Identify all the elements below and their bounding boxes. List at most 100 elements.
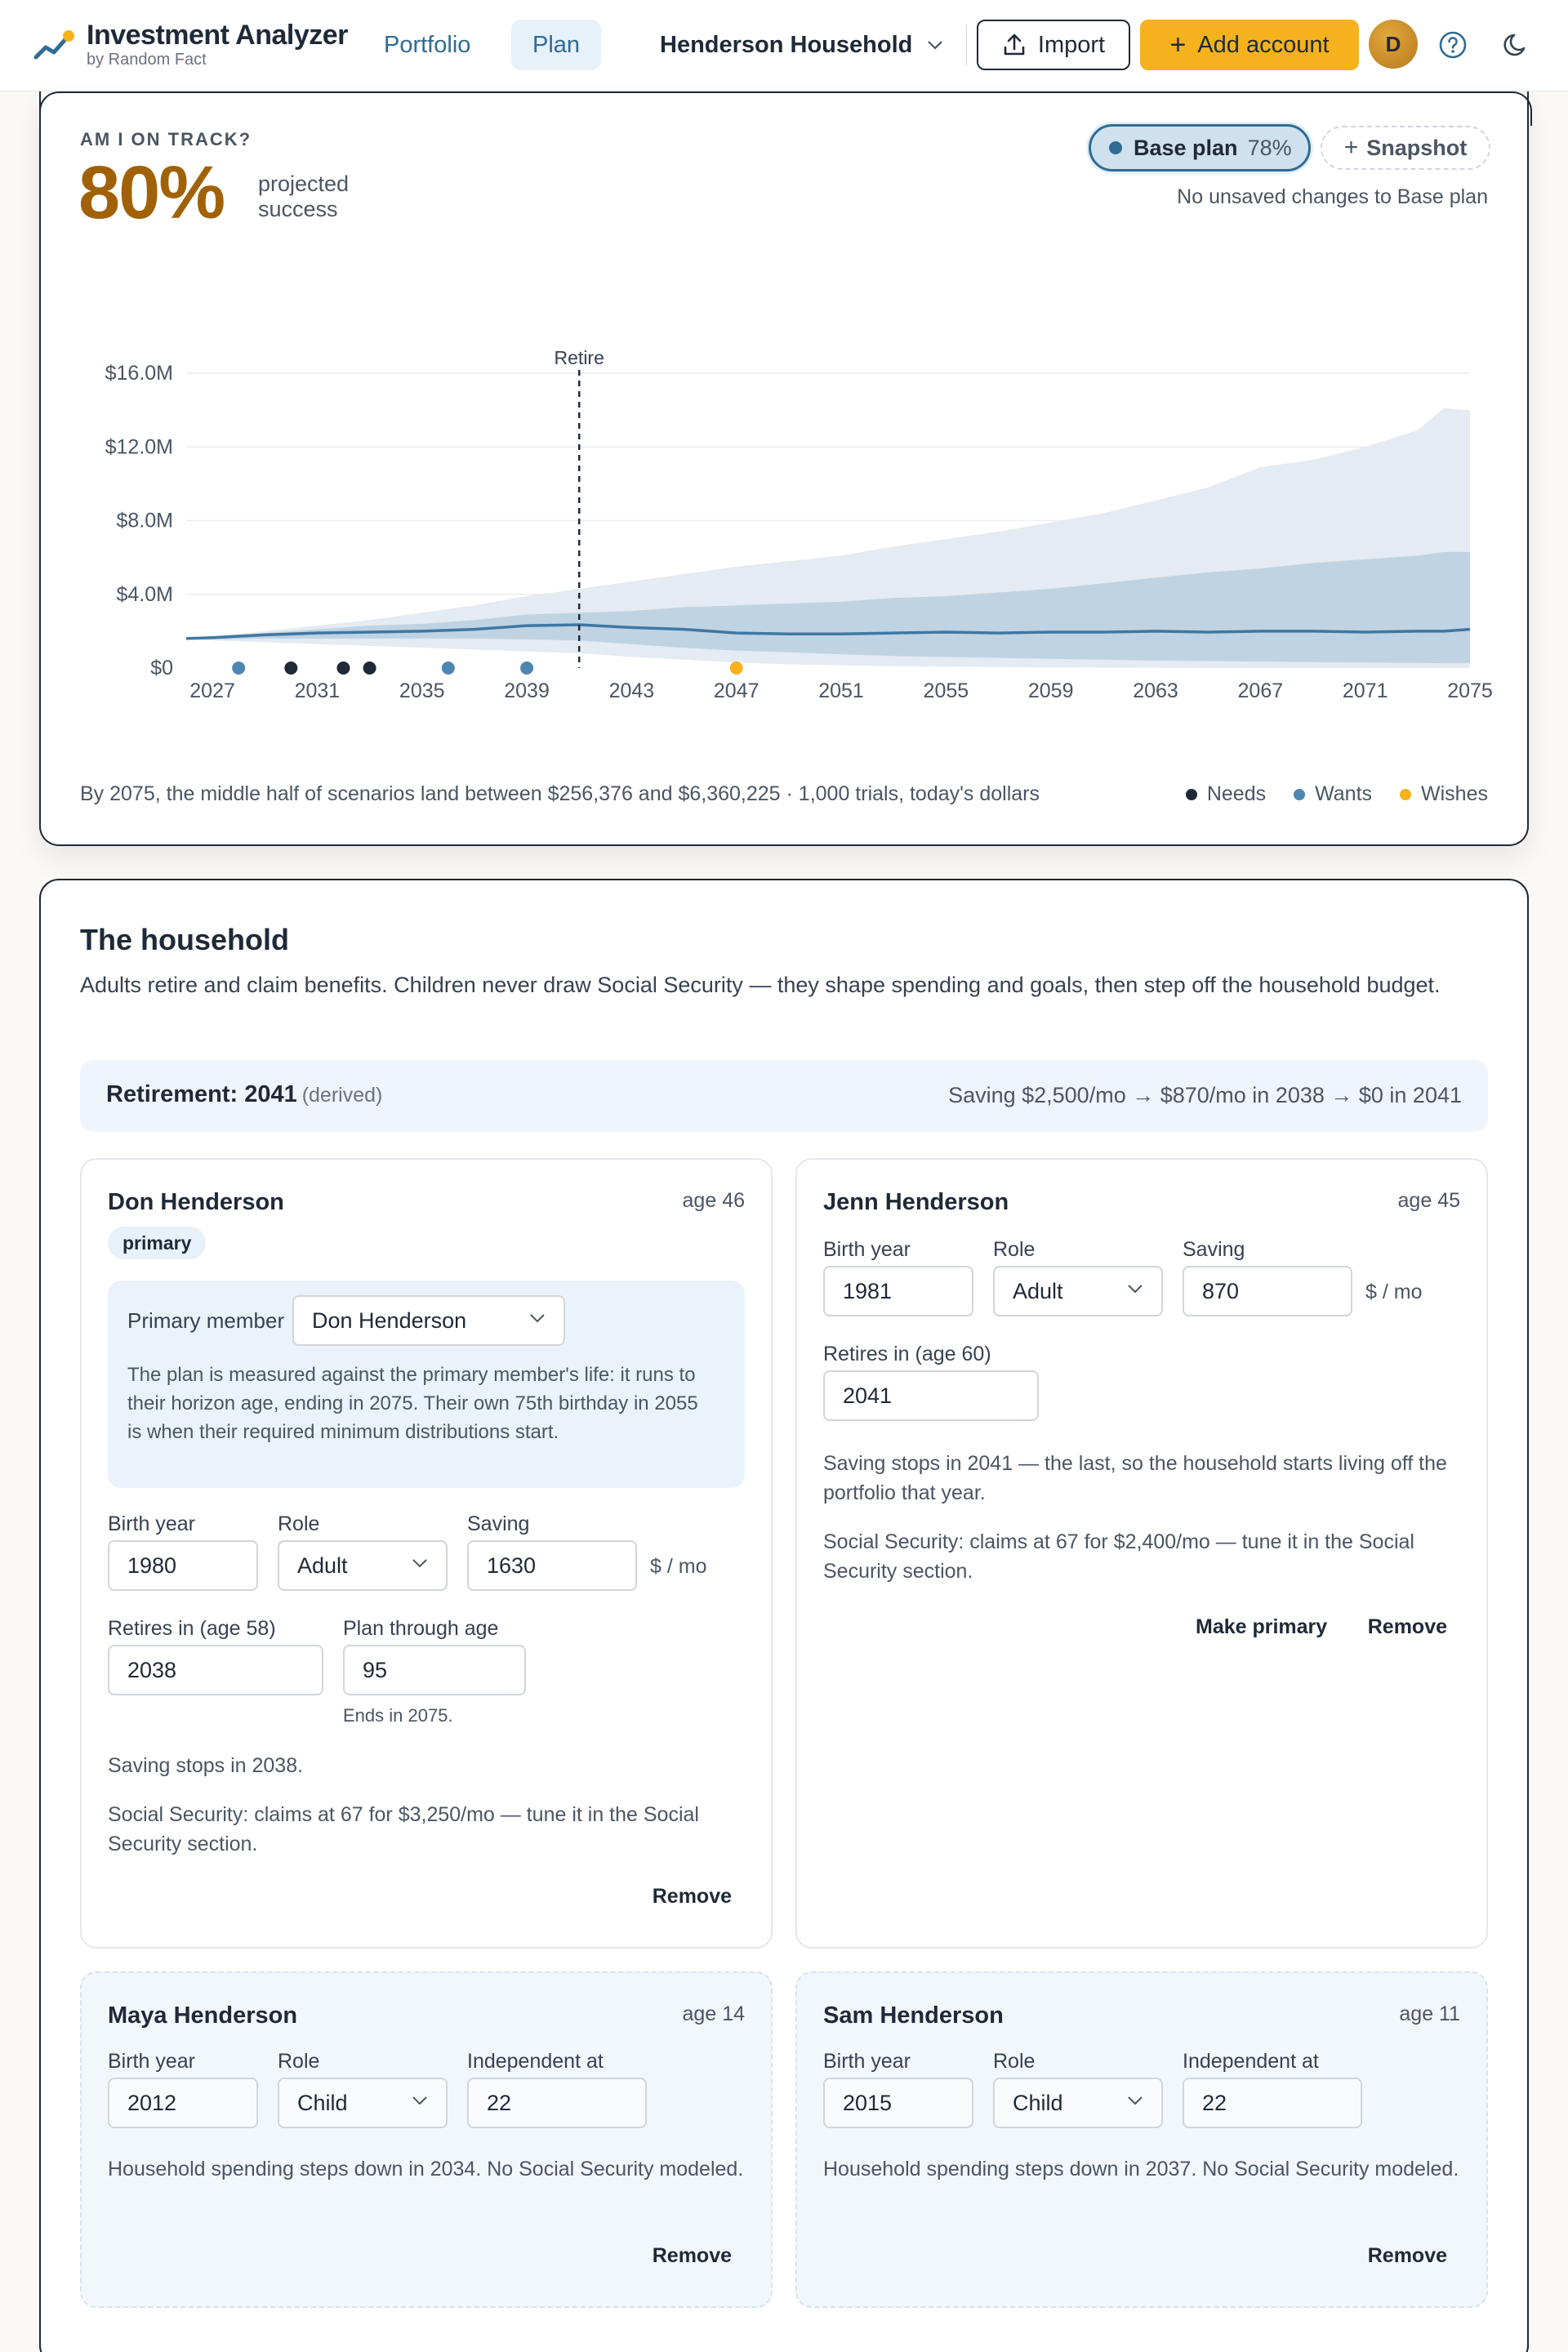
household-name: Henderson Household [660,32,913,58]
import-button[interactable]: Import [977,20,1130,70]
plus-icon: + [1343,134,1359,161]
retires-label: Retires in (age 58) [108,1617,276,1640]
primary-member-box: Primary member Don Henderson The plan is… [108,1281,745,1488]
goal-marker-wants [441,662,455,675]
retires-input[interactable]: 2041 [823,1370,1039,1421]
plan-through-input[interactable]: 95 [343,1645,526,1695]
x-tick-label: 2067 [1238,679,1284,702]
remove-button[interactable]: Remove [1367,2244,1447,2267]
app-name: Investment Analyzer [87,20,348,51]
avatar[interactable]: D [1369,20,1418,69]
y-tick-label: $8.0M [117,510,173,532]
x-tick-label: 2051 [818,679,864,702]
chart-summary: By 2075, the middle half of scenarios la… [80,782,1040,805]
member-name: Sam Henderson [823,2002,1004,2029]
chevron-down-icon [1128,2096,1143,2105]
projection-chart[interactable]: $0 $4.0M $8.0M $12.0M $16.0M 2027 2031 2035 2039… [41,235,1530,725]
y-tick-label: $4.0M [117,583,173,606]
role-label: Role [993,1238,1036,1261]
base-plan-chip[interactable]: Base plan 78% [1089,124,1311,172]
goal-marker-wishes [729,662,743,675]
ends-note: Ends in 2075. [343,1705,453,1726]
plan-dot-icon [1109,141,1122,154]
role-value: Adult [1013,1279,1063,1303]
add-account-label: Add account [1197,31,1330,58]
remove-button[interactable]: Remove [652,1885,732,1908]
retires-label: Retires in (age 60) [823,1343,991,1365]
chevron-down-icon [412,1559,427,1568]
role-select[interactable]: Child [993,2078,1163,2128]
x-tick-label: 2059 [1028,679,1074,702]
x-tick-label: 2043 [609,679,655,702]
legend-needs-label: Needs [1206,782,1267,805]
upload-icon [1004,33,1025,56]
primary-member-select[interactable]: Don Henderson [292,1295,565,1346]
plan-through-label: Plan through age [343,1617,499,1640]
x-tick-label: 2055 [924,679,969,702]
tab-plan[interactable]: Plan [511,20,602,70]
member-card-don: Don Henderson age 46 primary Primary mem… [80,1158,773,1949]
remove-button[interactable]: Remove [652,2244,732,2267]
role-select[interactable]: Adult [993,1266,1163,1316]
moon-icon [1503,33,1526,56]
birth-year-input[interactable]: 2012 [108,2078,258,2128]
household-description: Adults retire and claim benefits. Childr… [80,973,1441,997]
legend-wishes: Wishes [1400,782,1488,806]
inner-band-p25-p75 [186,551,1470,664]
chevron-down-icon [928,41,943,50]
unsaved-status: No unsaved changes to Base plan [1177,185,1488,208]
birth-year-label: Birth year [108,1512,195,1535]
x-tick-label: 2031 [295,679,341,702]
birth-year-label: Birth year [823,2050,911,2073]
role-label: Role [993,2050,1036,2073]
add-account-button[interactable]: + Add account [1140,20,1359,70]
theme-toggle-button[interactable] [1499,28,1533,62]
make-primary-button[interactable]: Make primary [1196,1615,1328,1638]
retires-input[interactable]: 2038 [108,1645,323,1695]
goal-legend: Needs Wants Wishes [1158,782,1488,806]
saving-unit: $ / mo [650,1555,707,1578]
brand[interactable]: Investment Analyzer by Random Fact [33,20,348,69]
tab-portfolio[interactable]: Portfolio [384,32,471,58]
role-select[interactable]: Child [278,2078,448,2128]
median-line [185,623,1471,640]
top-bar: Investment Analyzer by Random Fact Portf… [0,0,1568,91]
primary-member-value: Don Henderson [312,1308,467,1333]
retirement-summary: Retirement: 2041 (derived) Saving $2,500/… [80,1060,1488,1132]
birth-year-input[interactable]: 1980 [108,1540,258,1591]
x-tick-label: 2063 [1133,679,1178,702]
x-tick-label: 2035 [399,679,445,702]
saving-label: Saving [467,1512,530,1535]
role-select[interactable]: Adult [278,1540,448,1591]
x-tick-label: 2071 [1343,679,1388,702]
snapshot-button[interactable]: + Snapshot [1321,126,1490,170]
birth-year-input[interactable]: 2015 [823,2078,973,2128]
success-percent: 80% [78,151,225,234]
retirement-derived: (derived) [301,1084,383,1107]
child-note: Household spending steps down in 2034. N… [108,2158,744,2180]
member-card-jenn: Jenn Henderson age 45 Birth year Role Sa… [795,1158,1488,1949]
saving-input[interactable]: 870 [1183,1266,1352,1316]
legend-wants: Wants [1294,782,1372,806]
independent-input[interactable]: 22 [467,2078,647,2128]
member-name: Jenn Henderson [823,1189,1009,1215]
member-age: age 14 [682,2002,745,2025]
legend-wishes-label: Wishes [1421,782,1488,805]
independent-label: Independent at [1183,2050,1319,2073]
primary-member-label: Primary member [127,1308,285,1333]
primary-badge: primary [108,1227,207,1259]
member-name: Maya Henderson [108,2002,298,2029]
remove-button[interactable]: Remove [1367,1615,1447,1638]
x-tick-label: 2027 [189,679,235,702]
logo-icon [33,30,74,60]
saving-stops-note: Saving stops in 2038. [108,1754,304,1777]
chevron-down-icon [412,2096,427,2105]
retire-marker-label: Retire [555,347,604,368]
x-tick-label: 2047 [714,679,760,702]
household-selector[interactable]: Henderson Household [660,20,943,70]
birth-year-input[interactable]: 1981 [823,1266,973,1316]
saving-input[interactable]: 1630 [467,1540,637,1591]
role-value: Child [297,2091,348,2115]
help-button[interactable] [1436,28,1470,62]
independent-input[interactable]: 22 [1183,2078,1362,2128]
